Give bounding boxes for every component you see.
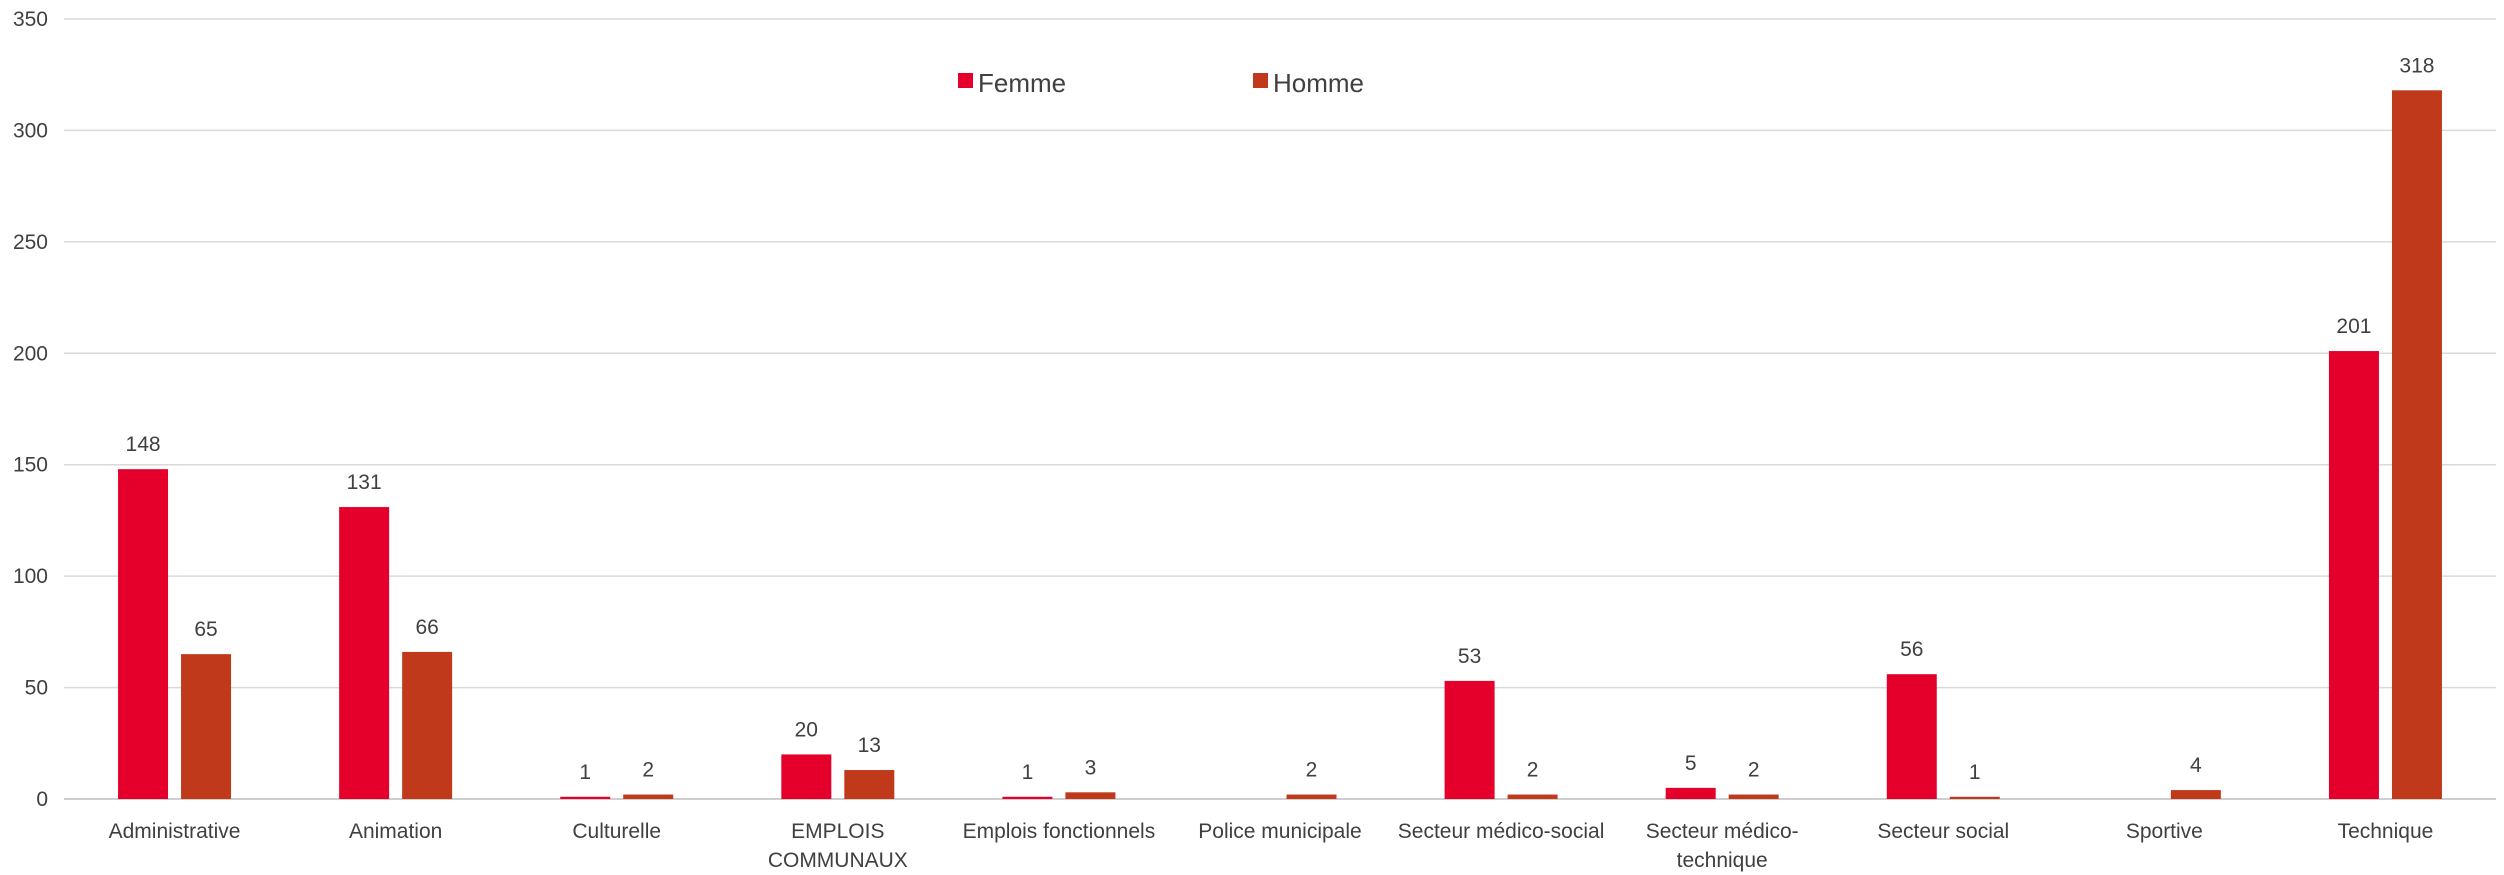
category-label: Animation xyxy=(349,820,442,843)
bar-femme xyxy=(118,469,169,799)
data-label: 66 xyxy=(415,616,438,639)
y-tick-label: 250 xyxy=(13,231,48,254)
category-label: Secteur médico-social xyxy=(1398,820,1605,843)
bar-homme xyxy=(1507,794,1558,799)
legend-label-femme: Femme xyxy=(978,68,1066,98)
category-label: Sportive xyxy=(2126,820,2203,843)
bar-homme xyxy=(844,770,895,799)
data-label: 148 xyxy=(126,433,161,456)
bar-homme xyxy=(2170,790,2221,799)
bar-homme xyxy=(181,654,232,799)
bar-femme xyxy=(1665,787,1716,799)
y-tick-label: 100 xyxy=(13,565,48,588)
y-tick-label: 0 xyxy=(36,788,48,811)
y-axis-ticks: 0 50 100 150 200 250 300 350 xyxy=(13,8,48,811)
gridlines xyxy=(64,18,2496,800)
bar-femme xyxy=(560,796,611,799)
category-label: Secteur social xyxy=(1877,820,2009,843)
category-label: EMPLOIS xyxy=(791,820,884,843)
y-tick-label: 200 xyxy=(13,342,48,365)
data-label: 318 xyxy=(2399,54,2434,77)
category-label: Administrative xyxy=(109,820,241,843)
data-label: 1 xyxy=(1022,761,1034,784)
category-label: Emplois fonctionnels xyxy=(963,820,1156,843)
bar-homme xyxy=(1949,796,2000,799)
bar-femme xyxy=(1886,674,1937,799)
data-label: 5 xyxy=(1685,752,1697,775)
data-label: 4 xyxy=(2190,754,2202,777)
category-label: technique xyxy=(1677,849,1768,872)
data-label: 2 xyxy=(1527,759,1539,782)
data-label: 201 xyxy=(2336,315,2371,338)
bar-homme xyxy=(2391,90,2442,800)
bar-homme xyxy=(1065,792,1116,799)
legend-label-homme: Homme xyxy=(1273,68,1364,98)
y-tick-label: 350 xyxy=(13,8,48,31)
data-label: 131 xyxy=(347,471,382,494)
bar-homme xyxy=(1728,794,1779,799)
data-label: 2 xyxy=(642,759,654,782)
category-label: COMMUNAUX xyxy=(768,849,908,872)
bars xyxy=(118,90,2442,800)
data-label: 2 xyxy=(1306,759,1318,782)
data-label: 13 xyxy=(858,734,881,757)
data-label: 2 xyxy=(1748,759,1760,782)
category-label: Technique xyxy=(2338,820,2434,843)
data-label: 53 xyxy=(1458,645,1481,668)
x-axis: Administrative Animation Culturelle EMPLOIS… xyxy=(109,820,2434,872)
y-tick-label: 150 xyxy=(13,454,48,477)
category-label: Culturelle xyxy=(572,820,661,843)
data-label: 65 xyxy=(194,618,217,641)
data-label: 56 xyxy=(1900,638,1923,661)
y-tick-label: 50 xyxy=(25,677,48,700)
category-label: Secteur médico- xyxy=(1646,820,1799,843)
legend-swatch-femme xyxy=(958,73,973,88)
data-label: 3 xyxy=(1085,756,1097,779)
bar-femme xyxy=(781,754,832,799)
data-label: 1 xyxy=(1969,761,1981,784)
bar-femme xyxy=(1444,680,1495,799)
bar-femme xyxy=(1002,796,1053,799)
bar-homme xyxy=(1286,794,1337,799)
data-label: 1 xyxy=(579,761,591,784)
bar-femme xyxy=(339,507,390,799)
legend: Femme Homme xyxy=(958,68,1364,98)
bar-femme xyxy=(2328,351,2379,799)
category-label: Police municipale xyxy=(1198,820,1361,843)
y-tick-label: 300 xyxy=(13,119,48,142)
data-label: 20 xyxy=(795,718,818,741)
bar-homme xyxy=(623,794,674,799)
legend-swatch-homme xyxy=(1253,73,1268,88)
bar-homme xyxy=(402,651,453,799)
